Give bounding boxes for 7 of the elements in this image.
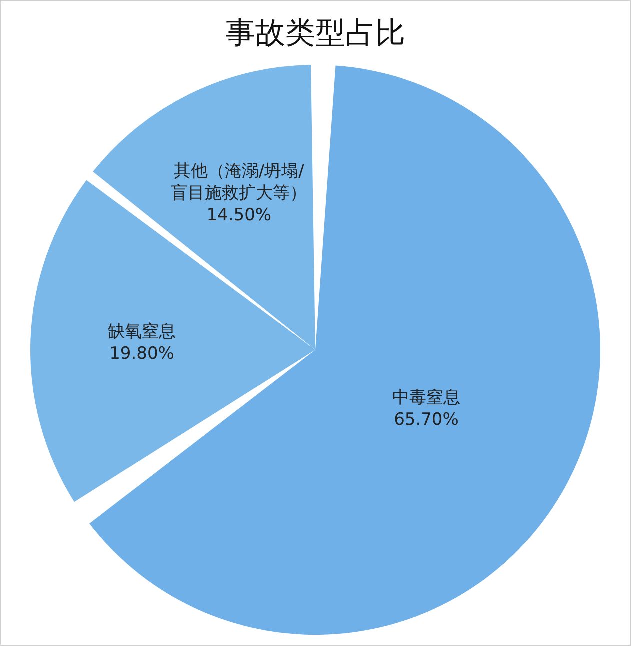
data-label: 14.50% xyxy=(206,206,272,226)
slice-label: 中毒窒息 xyxy=(392,388,460,408)
data-label: 65.70% xyxy=(394,410,459,430)
slice-label: 其他（淹溺/坍塌/盲目施救扩大等） xyxy=(171,162,308,204)
chart-title: 事故类型占比 xyxy=(226,16,406,51)
slice-label: 缺氧窒息 xyxy=(108,322,176,342)
data-label: 19.80% xyxy=(110,344,174,364)
